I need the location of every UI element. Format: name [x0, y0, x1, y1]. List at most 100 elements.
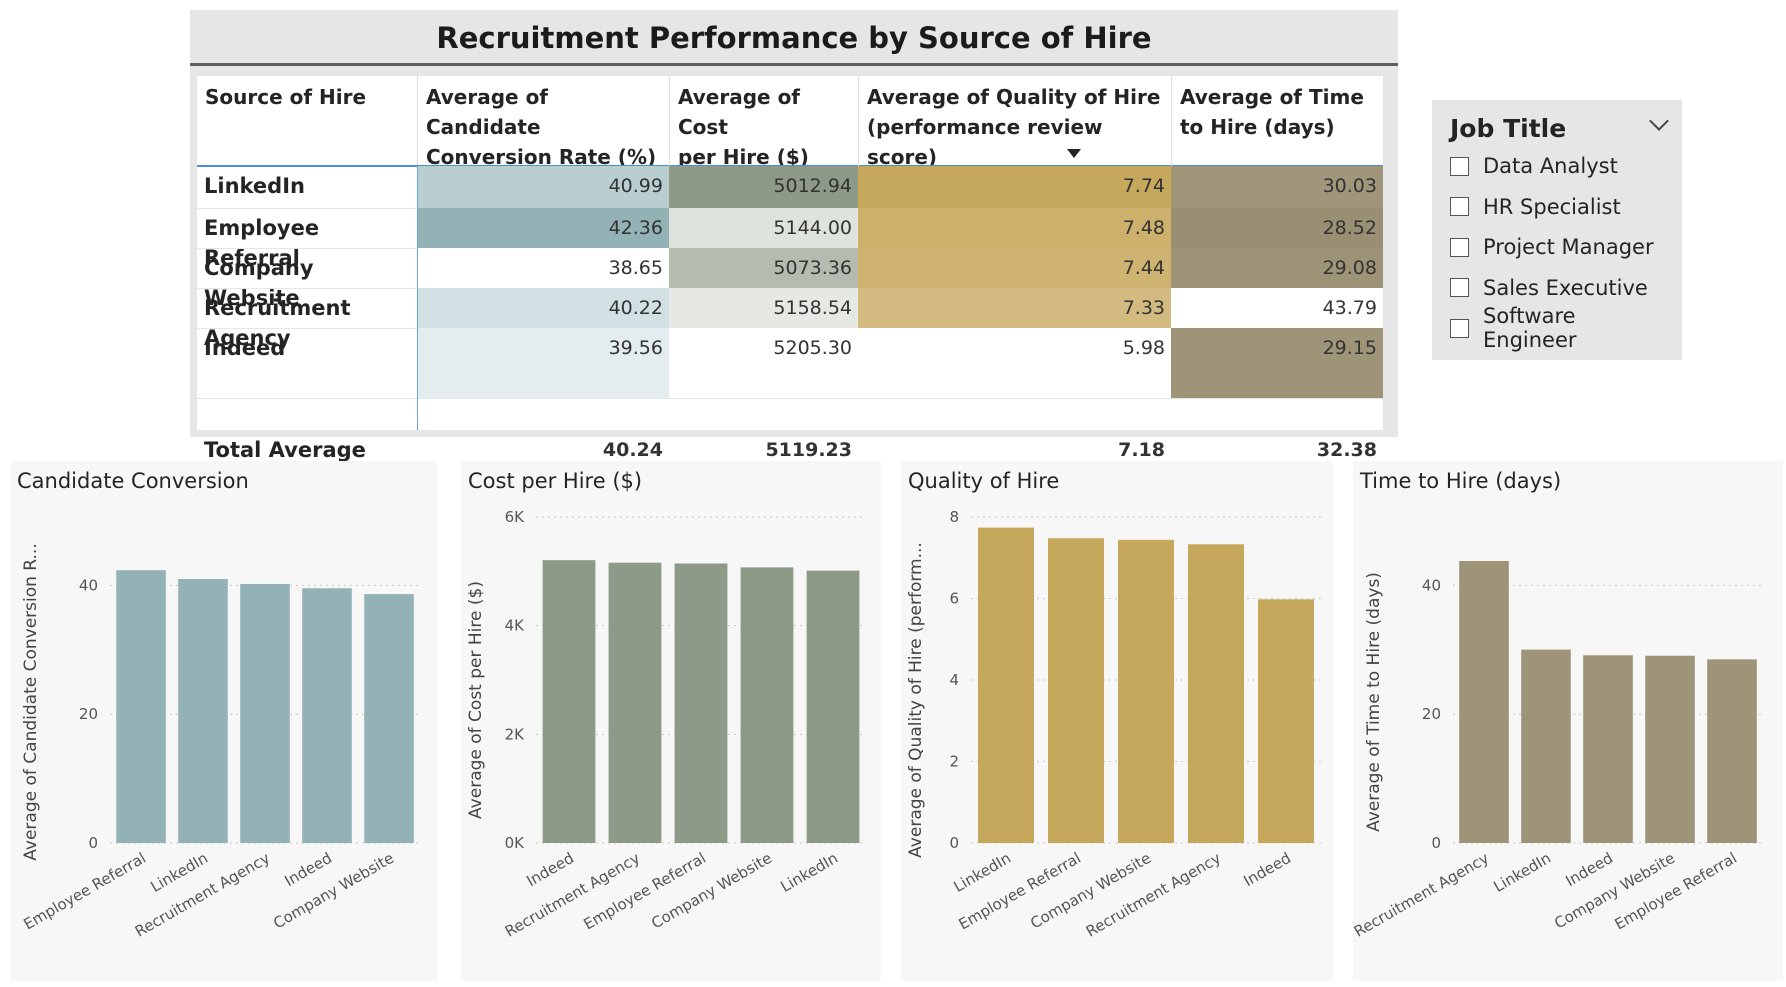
table-row-source: Recruitment Agency [197, 288, 417, 350]
column-header[interactable]: Average of Candidate Conversion Rate (%) [417, 76, 669, 169]
column-header[interactable]: Average of Quality of Hire (performance r… [858, 76, 1171, 169]
time-to-hire-chart: Time to Hire (days) Average of Time to H… [1353, 461, 1783, 981]
total-cell-conversion: 40.24 [602, 439, 663, 461]
y-tick-label: 8 [949, 508, 959, 526]
column-header[interactable]: Average of Time to Hire (days) [1171, 76, 1383, 166]
bar[interactable] [302, 588, 352, 843]
bar[interactable] [1521, 649, 1571, 843]
table-cell-conversion: 42.36 [417, 208, 669, 248]
column-header-label: (performance review score) [867, 115, 1103, 169]
slicer-item-label: HR Specialist [1483, 194, 1621, 219]
bar[interactable] [1645, 655, 1695, 843]
source-label: Employee Referral [204, 216, 320, 270]
column-header-label: Average of Quality of Hire [867, 85, 1161, 109]
y-tick-label: 20 [1422, 705, 1441, 723]
quality-of-hire-chart: Quality of Hire Average of Quality of Hi… [901, 461, 1333, 981]
job-title-slicer: Job Title Data Analyst HR Specialist Proje… [1432, 100, 1682, 360]
slicer-item[interactable]: Software Engineer [1450, 304, 1664, 352]
bar-chart-svg: Average of Candidate Conversion R... 0 20 4… [21, 543, 420, 941]
slicer-item[interactable]: Project Manager [1450, 227, 1664, 268]
bar[interactable] [674, 563, 728, 843]
bar[interactable] [1188, 544, 1244, 843]
y-axis-title: Average of Candidate Conversion R... [21, 543, 41, 860]
bar[interactable] [978, 527, 1034, 843]
table-row-source: LinkedIn [197, 166, 417, 208]
y-tick-label: 0K [505, 834, 526, 852]
table-cell-quality: 7.33 [858, 288, 1171, 328]
column-header-label: Source of Hire [205, 85, 367, 109]
column-header-label: Average of Cost [678, 85, 801, 139]
bar[interactable] [542, 560, 596, 843]
bar[interactable] [178, 579, 228, 843]
x-category-label: Employee Referral [956, 849, 1084, 934]
table-cell-cost: 5158.54 [669, 288, 858, 328]
total-row-label: Total Average [204, 438, 366, 462]
column-header-label: Average of Candidate [426, 85, 549, 139]
y-tick-label: 0 [1431, 834, 1441, 852]
slicer-item-label: Project Manager [1483, 235, 1654, 260]
y-tick-label: 40 [79, 576, 98, 594]
bar[interactable] [364, 594, 414, 843]
column-header[interactable]: Source of Hire [197, 76, 417, 166]
bar[interactable] [116, 570, 166, 843]
table-cell-time: 29.15 [1171, 328, 1383, 398]
table-cell-conversion: 38.65 [417, 248, 669, 288]
table-cell-conversion: 40.99 [417, 166, 669, 208]
sort-descending-icon[interactable] [1067, 149, 1081, 158]
bar[interactable] [1459, 560, 1509, 843]
bar[interactable] [240, 583, 290, 843]
chart-title: Time to Hire (days) [1360, 469, 1562, 493]
x-category-label: LinkedIn [778, 849, 841, 896]
slicer-item[interactable]: Data Analyst [1450, 146, 1664, 187]
table-cell-cost: 5012.94 [669, 166, 858, 208]
x-category-label: LinkedIn [1491, 849, 1554, 896]
table-cell-quality: 5.98 [858, 328, 1171, 398]
column-header-label: to Hire (days) [1180, 115, 1335, 139]
table-cell-quality: 7.48 [858, 208, 1171, 248]
bar[interactable] [740, 567, 794, 843]
cost-per-hire-chart: Cost per Hire ($) Average of Cost per Hi… [461, 461, 881, 981]
table-cell-quality: 7.74 [858, 166, 1171, 208]
table-cell-time: 43.79 [1171, 288, 1383, 328]
slicer-item-label: Software Engineer [1483, 304, 1577, 353]
chart-title: Cost per Hire ($) [468, 469, 643, 493]
source-label: Indeed [204, 336, 286, 360]
source-label: Company Website [204, 256, 314, 310]
checkbox[interactable] [1450, 197, 1469, 217]
y-tick-label: 40 [1422, 576, 1441, 594]
column-divider [417, 166, 418, 430]
checkbox[interactable] [1450, 156, 1469, 176]
x-category-label: Indeed [1240, 849, 1294, 890]
slicer-item-label: Sales Executive [1483, 275, 1648, 300]
table-row-source: Employee Referral [197, 208, 417, 270]
bar-chart-svg: Average of Quality of Hire (perform... 0 2… [906, 508, 1321, 941]
y-axis-title: Average of Time to Hire (days) [1364, 572, 1384, 832]
total-cell-time: 32.38 [1316, 439, 1377, 461]
bar[interactable] [1048, 538, 1104, 843]
bar-chart-svg: Average of Cost per Hire ($) 0K 2K 4K 6K Inde… [466, 508, 866, 941]
column-divider [669, 76, 670, 166]
bar[interactable] [1707, 659, 1757, 843]
table-cell-conversion: 39.56 [417, 328, 669, 398]
slicer-item[interactable]: Sales Executive [1450, 268, 1664, 309]
column-divider [1171, 76, 1172, 166]
bar[interactable] [608, 562, 662, 843]
total-cell-cost: 5119.23 [765, 439, 852, 461]
bar[interactable] [1118, 539, 1174, 843]
y-axis-title: Average of Quality of Hire (perform... [906, 542, 926, 858]
y-tick-label: 4K [505, 617, 526, 635]
summary-table: Source of Hire Average of Candidate Conver… [197, 76, 1383, 462]
bar-chart-svg: Average of Time to Hire (days) 0 20 40 Recru… [1353, 560, 1763, 941]
bar[interactable] [1583, 655, 1633, 843]
bar[interactable] [1258, 599, 1314, 843]
table-cell-cost: 5144.00 [669, 208, 858, 248]
x-category-label: Company Website [270, 849, 397, 933]
bar[interactable] [806, 570, 860, 843]
checkbox[interactable] [1450, 318, 1469, 338]
slicer-item[interactable]: HR Specialist [1450, 187, 1664, 228]
y-tick-label: 4 [949, 671, 959, 689]
checkbox[interactable] [1450, 237, 1469, 257]
column-header[interactable]: Average of Cost per Hire ($) [669, 76, 858, 169]
table-cell-quality: 7.44 [858, 248, 1171, 288]
checkbox[interactable] [1450, 278, 1469, 298]
